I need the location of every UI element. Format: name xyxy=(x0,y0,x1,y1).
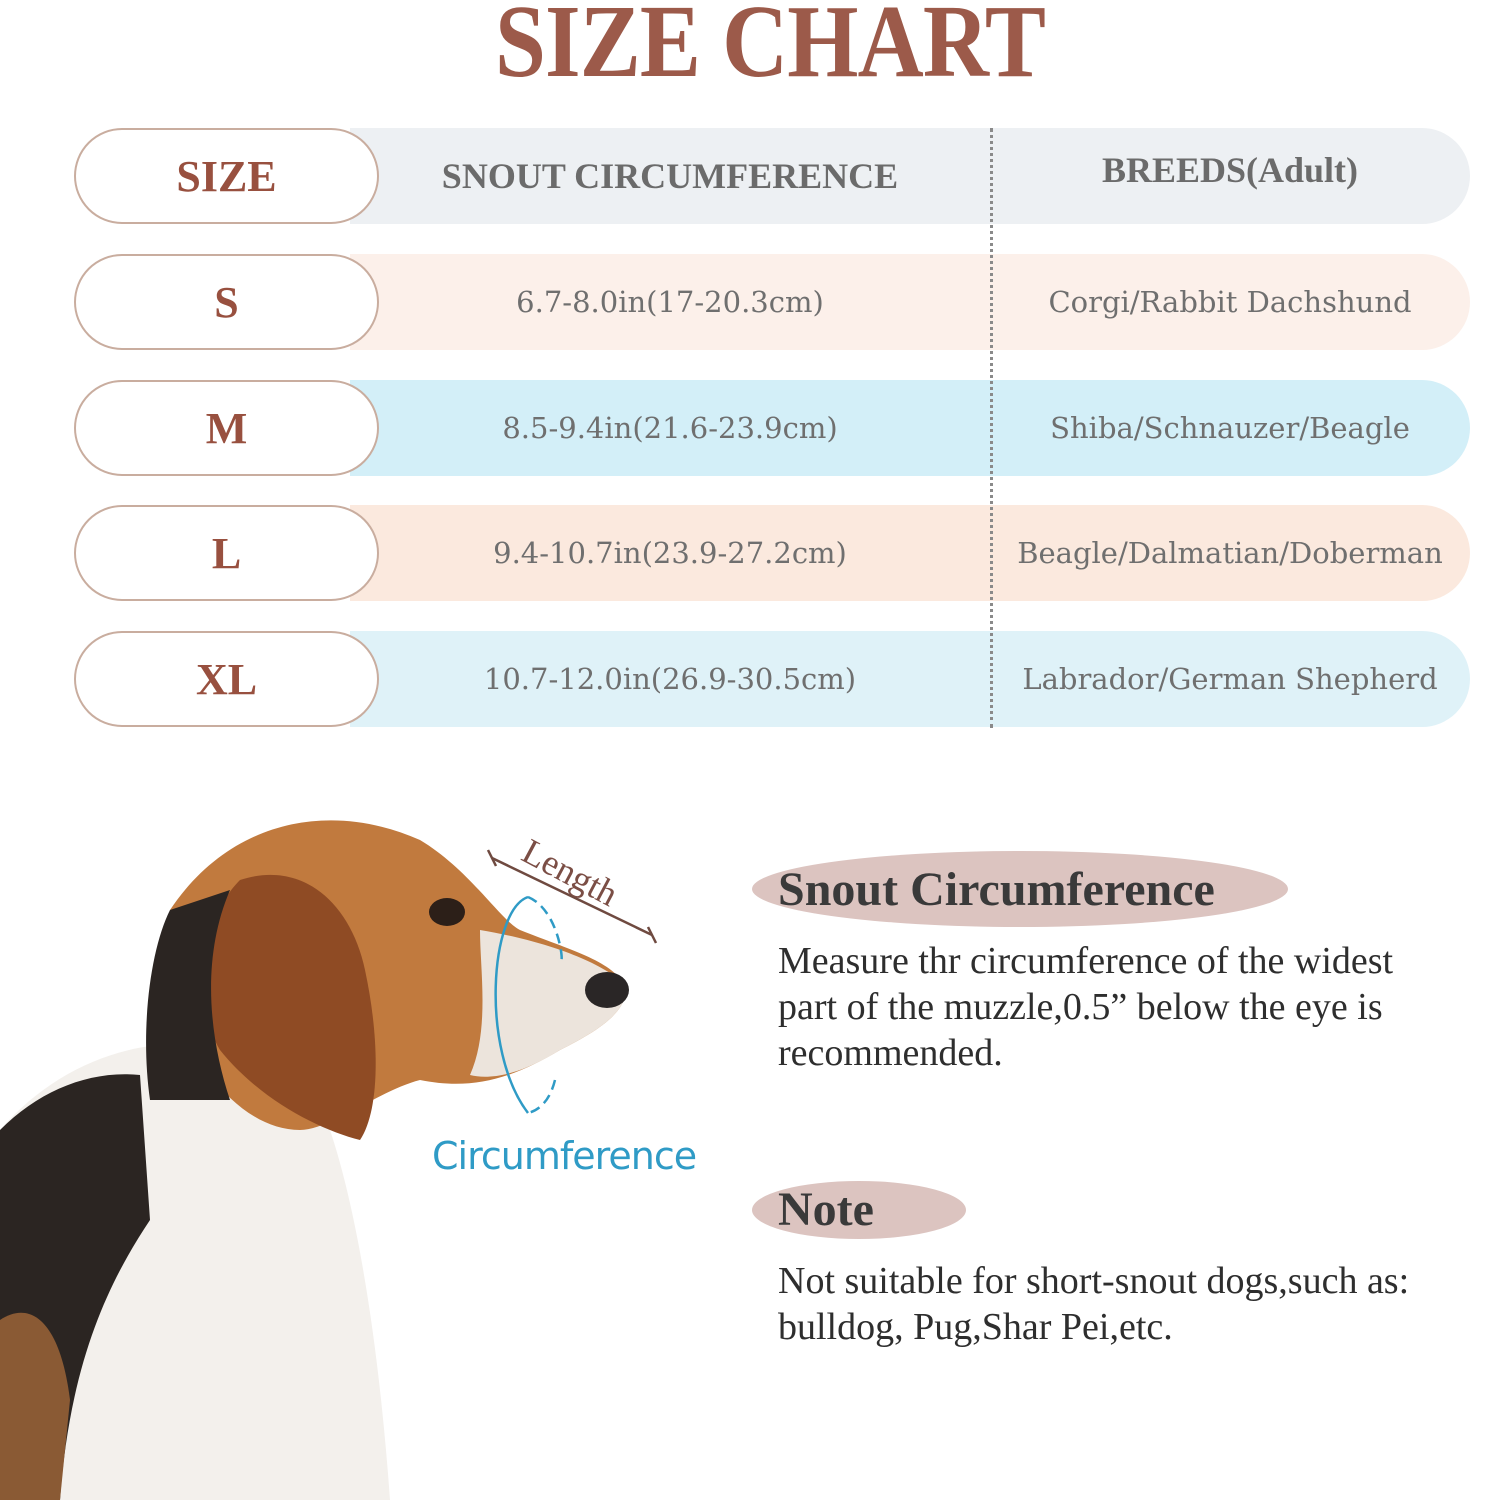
note-title: Note xyxy=(778,1183,874,1236)
row-band xyxy=(350,505,1470,601)
table-header: SIZE SNOUT CIRCUMFERENCE BREEDS(Adult) xyxy=(74,128,1470,224)
page-title: SIZE CHART xyxy=(495,0,1046,99)
size-label: M xyxy=(74,380,379,476)
dog-muzzle xyxy=(470,930,626,1077)
table-row: L 9.4-10.7in(23.9-27.2cm) Beagle/Dalmati… xyxy=(74,505,1470,601)
snout-title: Snout Circumference xyxy=(778,863,1215,916)
breeds-value: Beagle/Dalmatian/Doberman xyxy=(1017,536,1443,570)
snout-value: 10.7-12.0in(26.9-30.5cm) xyxy=(483,662,857,696)
snout-value: 9.4-10.7in(23.9-27.2cm) xyxy=(493,536,847,570)
snout-title-highlight xyxy=(752,851,1288,927)
size-label: L xyxy=(74,505,379,601)
circumference-ring-back xyxy=(527,895,563,1115)
header-band xyxy=(350,128,1470,224)
row-band xyxy=(350,254,1470,350)
note-description: Not suitable for short-snout dogs,such a… xyxy=(778,1258,1498,1350)
text-line: Not suitable for short-snout dogs,such a… xyxy=(778,1260,1410,1302)
note-title-highlight xyxy=(752,1181,966,1239)
row-band xyxy=(350,380,1470,476)
snout-value: 6.7-8.0in(17-20.3cm) xyxy=(516,285,824,319)
row-band xyxy=(350,631,1470,727)
snout-description: Measure thr circumference of the widest … xyxy=(778,938,1498,1076)
beagle-illustration xyxy=(0,820,658,1500)
dog-ear xyxy=(202,874,376,1140)
column-divider xyxy=(990,128,993,728)
length-tick xyxy=(486,849,498,867)
dog-neck-black xyxy=(146,890,230,1100)
breeds-value: Corgi/Rabbit Dachshund xyxy=(1048,285,1412,319)
dog-nose xyxy=(585,972,629,1008)
size-label: XL xyxy=(74,631,379,727)
text-line: part of the muzzle,0.5” below the eye is xyxy=(778,986,1383,1028)
table-row: M 8.5-9.4in(21.6-23.9cm) Shiba/Schnauzer… xyxy=(74,380,1470,476)
size-label: S xyxy=(74,254,379,350)
text-line: Measure thr circumference of the widest xyxy=(778,940,1394,982)
text-line: recommended. xyxy=(778,1032,1003,1074)
header-size: SIZE xyxy=(74,128,379,224)
header-breeds: BREEDS(Adult) xyxy=(1101,150,1359,190)
circumference-label: Circumference xyxy=(432,1134,697,1178)
text-line: bulldog, Pug,Shar Pei,etc. xyxy=(778,1306,1173,1348)
breeds-value: Labrador/German Shepherd xyxy=(1022,662,1438,696)
header-snout: SNOUT CIRCUMFERENCE xyxy=(441,156,899,196)
table-row: XL 10.7-12.0in(26.9-30.5cm) Labrador/Ger… xyxy=(74,631,1470,727)
dog-eye xyxy=(429,898,465,926)
dog-tan-patch xyxy=(0,1312,70,1500)
length-line xyxy=(491,856,653,937)
breeds-value: Shiba/Schnauzer/Beagle xyxy=(1050,411,1410,445)
length-tick xyxy=(646,926,658,944)
circumference-ring-front xyxy=(494,895,529,1114)
snout-value: 8.5-9.4in(21.6-23.9cm) xyxy=(502,411,838,445)
table-row: S 6.7-8.0in(17-20.3cm) Corgi/Rabbit Dach… xyxy=(74,254,1470,350)
